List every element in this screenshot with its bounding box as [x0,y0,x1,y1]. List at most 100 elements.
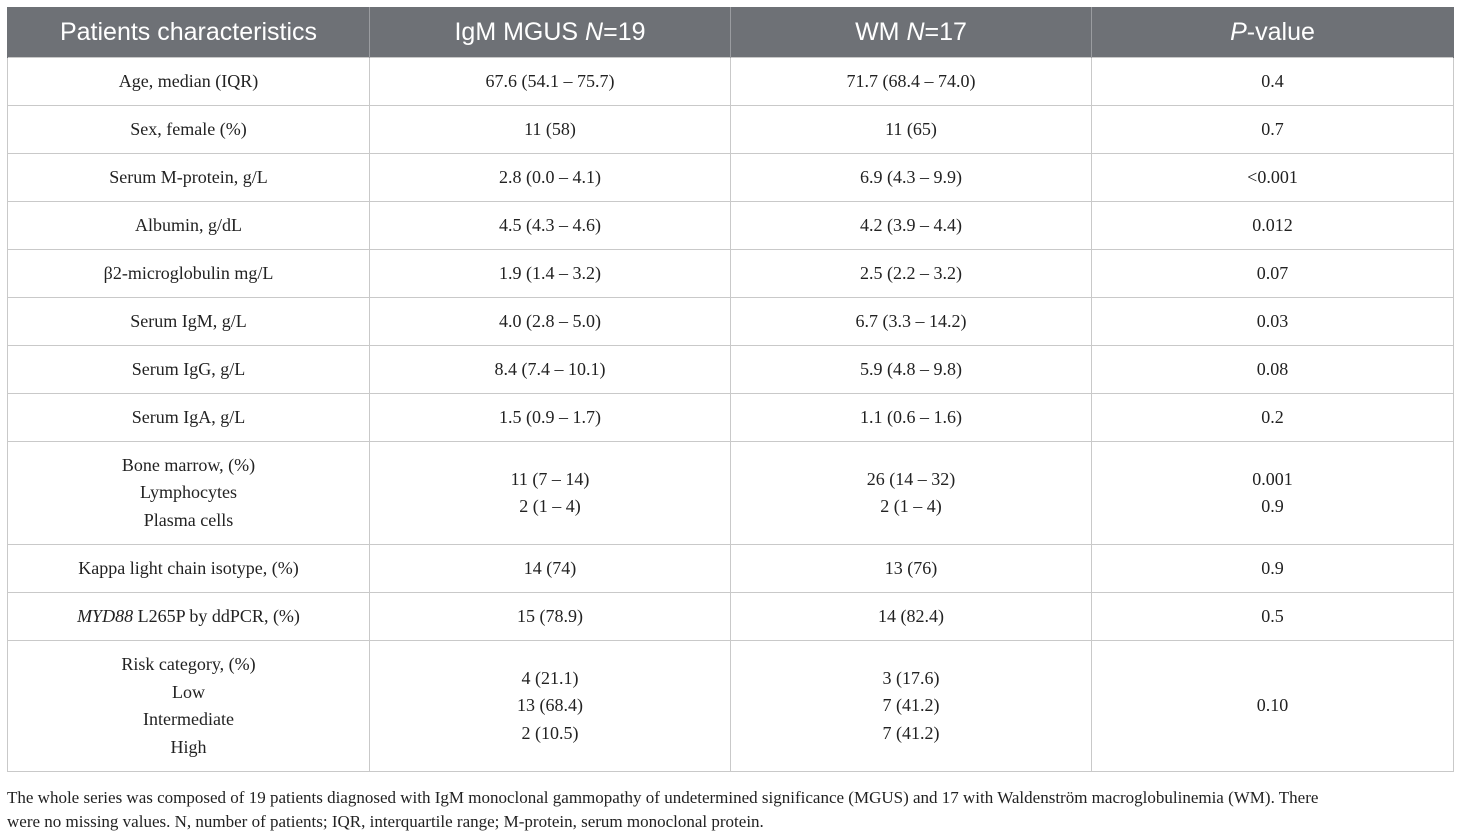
header-igm-mgus: IgM MGUS N=19 [369,7,731,58]
table-row-igm: Serum IgM, g/L 4.0 (2.8 – 5.0) 6.7 (3.3 … [7,297,1454,346]
risk-label: Risk category, (%) [121,654,256,674]
bone-marrow-plasma-label: Plasma cells [143,509,234,530]
wm-plasma: 2 (1 – 4) [880,496,942,516]
wm-lymphocytes: 26 (14 – 32) [866,468,956,489]
cell-mgus: 11 (58) [369,105,731,154]
cell-label: Albumin, g/dL [7,201,370,250]
table-row-b2m: β2-microglobulin mg/L 1.9 (1.4 – 3.2) 2.… [7,249,1454,298]
cell-wm: 6.7 (3.3 – 14.2) [730,297,1092,346]
cell-label: Serum IgM, g/L [7,297,370,346]
header-characteristics-label: Patients characteristics [59,17,318,46]
cell-label: Sex, female (%) [7,105,370,154]
table-row-mprotein: Serum M-protein, g/L 2.8 (0.0 – 4.1) 6.9… [7,153,1454,202]
header-wm: WM N=17 [730,7,1092,58]
table-row-igg: Serum IgG, g/L 8.4 (7.4 – 10.1) 5.9 (4.8… [7,345,1454,394]
table-container: Patients characteristics IgM MGUS N=19 W… [7,7,1454,772]
cell-label: Serum IgA, g/L [7,393,370,442]
wm-risk-low: 3 (17.6) [882,667,940,688]
cell-wm: 5.9 (4.8 – 9.8) [730,345,1092,394]
cell-mgus: 4.0 (2.8 – 5.0) [369,297,731,346]
table-row-age: Age, median (IQR) 67.6 (54.1 – 75.7) 71.… [7,57,1454,106]
cell-mgus: 14 (74) [369,544,731,593]
cell-label: Age, median (IQR) [7,57,370,106]
cell-mgus: 11 (7 – 14) 2 (1 – 4) [369,441,731,545]
table-row-risk: Risk category, (%) Low Intermediate High… [7,640,1454,772]
cell-p: 0.5 [1091,592,1454,641]
risk-low-label: Low [172,681,205,702]
patient-characteristics-table: Patients characteristics IgM MGUS N=19 W… [7,7,1454,772]
bone-marrow-label: Bone marrow, (%) [121,454,256,475]
risk-intermediate-label: Intermediate [143,709,234,729]
cell-p: <0.001 [1091,153,1454,202]
bone-marrow-lymphocytes-label: Lymphocytes [140,482,237,503]
cell-wm: 26 (14 – 32) 2 (1 – 4) [730,441,1092,545]
cell-mgus: 15 (78.9) [369,592,731,641]
cell-mgus: 4.5 (4.3 – 4.6) [369,201,731,250]
cell-p: 0.2 [1091,393,1454,442]
table-row-bone-marrow: Bone marrow, (%) Lymphocytes Plasma cell… [7,441,1454,545]
header-p: P [1230,17,1247,46]
cell-wm: 2.5 (2.2 – 3.2) [730,249,1092,298]
cell-p: 0.10 [1091,640,1454,772]
cell-p: 0.7 [1091,105,1454,154]
cell-wm: 11 (65) [730,105,1092,154]
cell-wm: 71.7 (68.4 – 74.0) [730,57,1092,106]
header-mgus-suffix: =19 [603,17,646,46]
cell-mgus: 1.9 (1.4 – 3.2) [369,249,731,298]
table-header: Patients characteristics IgM MGUS N=19 W… [7,7,1454,58]
cell-label: Bone marrow, (%) Lymphocytes Plasma cell… [7,441,370,545]
cell-label: Risk category, (%) Low Intermediate High [7,640,370,772]
cell-mgus: 1.5 (0.9 – 1.7) [369,393,731,442]
cell-p: 0.07 [1091,249,1454,298]
cell-p: 0.001 0.9 [1091,441,1454,545]
header-characteristics: Patients characteristics [7,7,370,58]
header-row: Patients characteristics IgM MGUS N=19 W… [7,7,1454,58]
footnote-line-2: were no missing values. N, number of pat… [7,812,764,831]
table-row-albumin: Albumin, g/dL 4.5 (4.3 – 4.6) 4.2 (3.9 –… [7,201,1454,250]
cell-label: Serum M-protein, g/L [7,153,370,202]
mgus-lymphocytes: 11 (7 – 14) [510,468,590,489]
cell-p: 0.4 [1091,57,1454,106]
table-row-iga: Serum IgA, g/L 1.5 (0.9 – 1.7) 1.1 (0.6 … [7,393,1454,442]
cell-mgus: 4 (21.1) 13 (68.4) 2 (10.5) [369,640,731,772]
p-lymphocytes: 0.001 [1252,468,1293,489]
header-p-value: P-value [1091,7,1454,58]
cell-p: 0.08 [1091,345,1454,394]
cell-mgus: 8.4 (7.4 – 10.1) [369,345,731,394]
cell-label: β2-microglobulin mg/L [7,249,370,298]
cell-label: Serum IgG, g/L [7,345,370,394]
cell-p: 0.03 [1091,297,1454,346]
cell-mgus: 67.6 (54.1 – 75.7) [369,57,731,106]
cell-p: 0.9 [1091,544,1454,593]
table-row-sex: Sex, female (%) 11 (58) 11 (65) 0.7 [7,105,1454,154]
footnote-line-1: The whole series was composed of 19 pati… [7,788,1319,807]
table-row-kappa: Kappa light chain isotype, (%) 14 (74) 1… [7,544,1454,593]
table-body: Age, median (IQR) 67.6 (54.1 – 75.7) 71.… [7,57,1454,772]
table-row-myd88: MYD88 L265P by ddPCR, (%) 15 (78.9) 14 (… [7,592,1454,641]
cell-wm: 3 (17.6) 7 (41.2) 7 (41.2) [730,640,1092,772]
risk-high-label: High [170,736,207,757]
cell-wm: 6.9 (4.3 – 9.9) [730,153,1092,202]
cell-wm: 14 (82.4) [730,592,1092,641]
table-footnote: The whole series was composed of 19 pati… [7,786,1453,834]
mgus-risk-intermediate: 13 (68.4) [517,695,583,716]
cell-wm: 4.2 (3.9 – 4.4) [730,201,1092,250]
cell-wm: 13 (76) [730,544,1092,593]
header-wm-suffix: =17 [924,17,967,46]
cell-p: 0.012 [1091,201,1454,250]
mgus-risk-high: 2 (10.5) [521,722,579,743]
cell-label: Kappa light chain isotype, (%) [7,544,370,593]
cell-mgus: 2.8 (0.0 – 4.1) [369,153,731,202]
header-mgus-n: N [585,17,604,46]
myd88-label: L265P by ddPCR, (%) [133,605,300,626]
header-wm-prefix: WM [855,17,907,46]
p-plasma: 0.9 [1261,496,1284,516]
header-mgus-prefix: IgM MGUS [454,17,586,46]
cell-label: MYD88 L265P by ddPCR, (%) [7,592,370,641]
mgus-risk-low: 4 (21.1) [521,667,579,688]
header-p-suffix: -value [1246,17,1315,46]
myd88-gene: MYD88 [77,605,134,626]
header-wm-n: N [906,17,925,46]
cell-wm: 1.1 (0.6 – 1.6) [730,393,1092,442]
wm-risk-high: 7 (41.2) [882,722,940,743]
